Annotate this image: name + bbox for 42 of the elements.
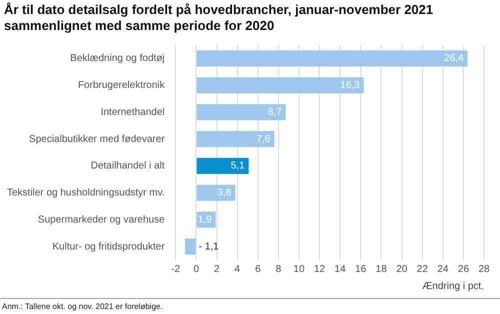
data-label: 8,7 <box>268 106 282 118</box>
data-label: 3,8 <box>217 188 232 199</box>
y-tick-label: Specialbutikker med fødevarer <box>29 134 166 145</box>
bar <box>196 184 236 201</box>
data-label: 26,4 <box>444 53 464 64</box>
data-label: 1,9 <box>198 214 212 226</box>
x-tick-label: 26 <box>458 264 470 275</box>
data-label: 7,6 <box>256 134 271 145</box>
x-tick-label: 12 <box>314 264 326 275</box>
x-tick-label: 10 <box>293 264 305 275</box>
y-tick-label: Kultur- og fritidsprodukter <box>52 241 166 252</box>
x-tick-label: 22 <box>416 264 428 275</box>
x-tick-label: 16 <box>355 264 367 275</box>
bar <box>196 131 274 148</box>
x-tick-label: -2 <box>171 264 181 275</box>
x-tick-label: 24 <box>437 264 449 275</box>
data-label: 5,1 <box>230 160 246 172</box>
chart-title: År til dato detailsalg fordelt på hovedbrancher, januar-november 2021 sammenlignet med samme periode for 2020 <box>4 2 434 34</box>
bar <box>196 158 249 174</box>
y-tick-label: Detailhandel i alt <box>90 160 165 172</box>
y-tick-label: Supermarkeder og varehuse <box>38 214 166 226</box>
x-tick-label: 8 <box>276 264 282 275</box>
y-tick-label: Forbrugerelektronik <box>78 80 166 92</box>
x-tick-label: 0 <box>193 264 200 275</box>
x-tick-label: 14 <box>334 264 346 275</box>
bar <box>184 238 196 255</box>
x-tick-label: 28 <box>478 264 490 275</box>
data-label: 16,3 <box>340 80 360 92</box>
bar <box>196 50 468 66</box>
data-label: - 1,1 <box>198 241 220 252</box>
x-tick-label: 20 <box>396 264 408 275</box>
x-tick-label: 6 <box>255 264 262 275</box>
bar <box>196 104 286 120</box>
x-tick-label: 4 <box>234 264 241 275</box>
y-tick-label: Tekstiler og husholdningsudstyr mv. <box>6 188 165 199</box>
text: Anm.: Tallene okt. og nov. 2021 er foreløbige. <box>2 302 163 311</box>
y-tick-label: Beklædning og fodtøj <box>70 53 165 64</box>
x-tick-label: 2 <box>214 264 220 275</box>
x-axis-title: Ændring i pct. <box>422 280 484 292</box>
y-tick-label: Internethandel <box>100 106 165 118</box>
bar <box>196 77 364 94</box>
x-tick-label: 18 <box>376 264 388 275</box>
